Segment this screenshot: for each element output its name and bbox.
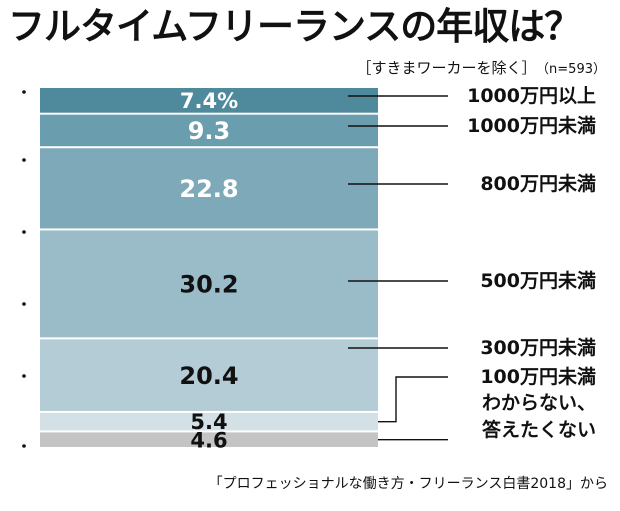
category-label-2: 800万円未満 bbox=[480, 172, 596, 195]
bar-segment-0 bbox=[40, 88, 378, 113]
value-label-6: 4.6 bbox=[190, 428, 227, 452]
bar-segment-5 bbox=[40, 412, 378, 431]
category-label-4: 300万円未満 bbox=[480, 336, 596, 359]
stacked-bar-chart: 7.4% 1000万円以上 9.3 1000万円未満 22.8 800万円未満 30.2 50… bbox=[22, 85, 596, 452]
leader-line-5 bbox=[378, 376, 448, 423]
axis-dot-1 bbox=[22, 158, 26, 162]
source-note: 「プロフェッショナルな働き方・フリーランス白書2018」から bbox=[208, 476, 608, 492]
bar-segment-2 bbox=[40, 148, 378, 229]
axis-dot-4 bbox=[22, 374, 26, 378]
sample-size: （n=593） bbox=[542, 62, 606, 77]
category-label-6-line-0: わからない、 bbox=[482, 392, 596, 414]
value-label-5: 5.4 bbox=[190, 410, 227, 434]
chart-subtitle: ［すきまワーカーを除く］ （n=593） bbox=[357, 58, 606, 80]
value-label-2: 22.8 bbox=[179, 175, 238, 203]
value-label-4: 20.4 bbox=[179, 362, 238, 390]
category-label-0: 1000万円以上 bbox=[467, 85, 596, 107]
category-label-6-line-1: 答えたくない bbox=[482, 418, 596, 441]
category-label-3: 500万円未満 bbox=[480, 269, 596, 292]
bar-segment-4 bbox=[40, 339, 378, 411]
subtitle-note: ［すきまワーカーを除く］ bbox=[356, 59, 537, 77]
bar-segment-3 bbox=[40, 230, 378, 338]
value-label-3: 30.2 bbox=[179, 271, 238, 299]
axis-dot-5 bbox=[22, 444, 26, 448]
axis-dot-2 bbox=[22, 230, 26, 234]
value-label-1: 9.3 bbox=[188, 117, 231, 145]
axis-dot-3 bbox=[22, 302, 26, 306]
category-label-5: 100万円未満 bbox=[480, 365, 596, 388]
value-label-0: 7.4% bbox=[180, 89, 238, 113]
bar-segment-6 bbox=[40, 432, 378, 447]
bar-segment-1 bbox=[40, 114, 378, 147]
chart-title: フルタイムフリーランスの年収は？ bbox=[8, 5, 581, 48]
axis-dot-0 bbox=[22, 90, 26, 94]
category-label-1: 1000万円未満 bbox=[467, 114, 596, 137]
